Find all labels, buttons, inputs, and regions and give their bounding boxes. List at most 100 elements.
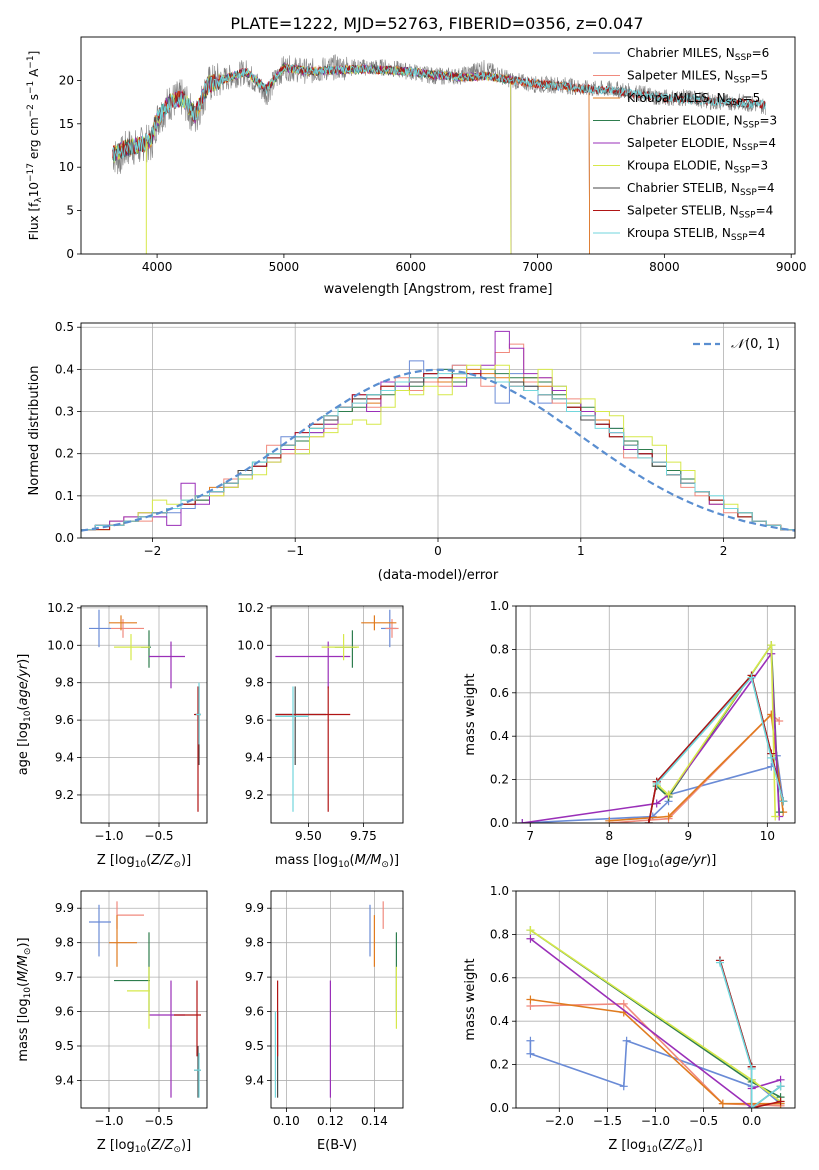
weight-marker <box>526 934 535 943</box>
axes-frame <box>270 890 404 1109</box>
plot-area <box>89 609 201 812</box>
y-tick-label: 9.2 <box>55 788 74 802</box>
x-tick-label: 9000 <box>776 260 807 274</box>
y-tick-label: 0.2 <box>490 773 509 787</box>
weight-marker <box>526 926 535 935</box>
weight-marker <box>518 819 527 823</box>
y-tick-label: 10.2 <box>47 601 74 615</box>
y-tick-label: 9.8 <box>245 936 264 950</box>
y-tick-label: 9.4 <box>245 1073 264 1087</box>
weight-marker <box>526 1036 535 1045</box>
x-tick-label: 0.10 <box>273 1114 300 1128</box>
y-tick-label: 15 <box>59 117 74 131</box>
age-vs-z-panel: −1.0 −0.5 9.2 9.4 9.6 9.8 10.0 10.2 Z [log10(Z/Z… <box>16 601 208 870</box>
x-tick-label: 2 <box>720 544 728 558</box>
x-tick-label: 0.12 <box>317 1114 344 1128</box>
plot-area <box>274 901 397 1098</box>
x-tick-label: −2.0 <box>545 1114 574 1128</box>
axes-frame <box>515 890 796 1109</box>
weight-marker <box>619 1082 628 1091</box>
y-tick-label: 5 <box>66 204 74 218</box>
y-tick-label: 9.4 <box>245 751 264 765</box>
x-axis-label: wavelength [Angstrom, rest frame] <box>324 282 553 297</box>
x-axis-label: mass [log10(M/M⊙)] <box>275 853 399 870</box>
y-tick-label: 0.2 <box>55 447 74 461</box>
weight-marker <box>652 799 661 808</box>
x-tick-label: 0 <box>434 544 442 558</box>
normal-curve <box>81 368 795 532</box>
weight-marker <box>526 1049 535 1058</box>
y-tick-label: 0.3 <box>55 405 74 419</box>
weight-marker <box>605 816 614 823</box>
plot-area <box>526 926 785 1108</box>
x-tick-label: 4000 <box>142 260 173 274</box>
x-tick-label: 9.75 <box>350 829 377 843</box>
y-tick-label: 9.7 <box>55 970 74 984</box>
y-axis-label: mass weight <box>463 958 478 1040</box>
x-axis-label: Z [log10(Z/Z⊙)] <box>608 1138 702 1155</box>
legend-label: Salpeter STELIB, NSSP=4 <box>627 204 773 221</box>
axes-frame <box>515 605 796 824</box>
legend-label: Kroupa ELODIE, NSSP=3 <box>627 159 768 176</box>
model-spectrum-line <box>112 63 766 162</box>
weight-line <box>719 962 782 1108</box>
legend-label: Salpeter ELODIE, NSSP=4 <box>627 136 776 153</box>
y-tick-label: 0.4 <box>55 362 74 376</box>
x-tick-label: −1.0 <box>641 1114 670 1128</box>
legend-label: Salpeter MILES, NSSP=5 <box>627 69 768 86</box>
y-axis-label: mass [log10(M/M⊙)] <box>16 937 33 1061</box>
x-tick-label: −0.5 <box>144 829 173 843</box>
y-tick-label: 10.0 <box>237 638 264 652</box>
weight-marker <box>715 958 724 967</box>
y-tick-label: 10.2 <box>237 601 264 615</box>
y-axis-label: Flux [fλ10−17 erg cm−2 s−1 A−1] <box>26 51 44 241</box>
y-tick-label: 0.5 <box>55 320 74 334</box>
x-axis-label: age [log10(age/yr)] <box>595 853 717 870</box>
x-tick-label: 7 <box>526 829 534 843</box>
y-tick-label: 9.6 <box>55 1005 74 1019</box>
y-tick-label: 0.8 <box>490 927 509 941</box>
weight-marker <box>776 1082 785 1091</box>
legend-label: (0, 1) <box>745 337 780 352</box>
legend: Chabrier MILES, NSSP=6 Salpeter MILES, NS… <box>593 46 777 243</box>
y-tick-label: 0.0 <box>490 1101 509 1115</box>
y-tick-label: 9.6 <box>55 713 74 727</box>
x-tick-label: −1.0 <box>94 1114 123 1128</box>
x-tick-label: 9.50 <box>295 829 322 843</box>
y-tick-label: 20 <box>59 73 74 87</box>
y-tick-label: 9.5 <box>245 1039 264 1053</box>
mass-vs-ebv-panel: 0.10 0.12 0.14 9.4 9.5 9.6 9.7 9.8 9.9 E(B-V) <box>245 890 404 1153</box>
weight-marker <box>747 1064 756 1073</box>
y-tick-label: 9.9 <box>55 901 74 915</box>
weight-marker <box>619 999 628 1008</box>
x-tick-label: −1.5 <box>593 1114 622 1128</box>
mass-vs-z-panel: −1.0 −0.5 9.4 9.5 9.6 9.7 9.8 9.9 Z [log10(Z/Z⊙)… <box>16 890 208 1155</box>
y-tick-label: 0.6 <box>490 686 509 700</box>
y-tick-label: 9.6 <box>245 1005 264 1019</box>
y-tick-label: 9.4 <box>55 751 74 765</box>
plot-area <box>518 641 788 823</box>
weight-marker <box>644 819 653 823</box>
weight-marker <box>718 1099 727 1108</box>
y-tick-label: 9.7 <box>245 970 264 984</box>
x-tick-label: 1 <box>577 544 585 558</box>
y-tick-label: 9.8 <box>55 936 74 950</box>
y-tick-label: 9.2 <box>245 788 264 802</box>
x-tick-label: −0.5 <box>689 1114 718 1128</box>
y-tick-label: 1.0 <box>490 884 509 898</box>
weight-marker <box>779 797 788 806</box>
y-tick-label: 10.0 <box>47 638 74 652</box>
weight-line <box>522 651 780 823</box>
x-tick-label: 8000 <box>649 260 680 274</box>
x-axis-label: E(B-V) <box>317 1138 357 1153</box>
axes-frame <box>80 890 208 1109</box>
y-tick-label: 0.6 <box>490 971 509 985</box>
spectrum-panel: 4000 5000 6000 7000 8000 9000 0 5 10 15 20 waveleng… <box>26 36 807 297</box>
y-tick-label: 9.9 <box>245 901 264 915</box>
weight-marker <box>776 1097 785 1106</box>
weight-marker <box>747 673 756 682</box>
y-tick-label: 0.2 <box>490 1058 509 1072</box>
y-tick-label: 0.0 <box>55 531 74 545</box>
x-tick-label: −1 <box>286 544 304 558</box>
model-spectrum-line <box>112 63 512 254</box>
